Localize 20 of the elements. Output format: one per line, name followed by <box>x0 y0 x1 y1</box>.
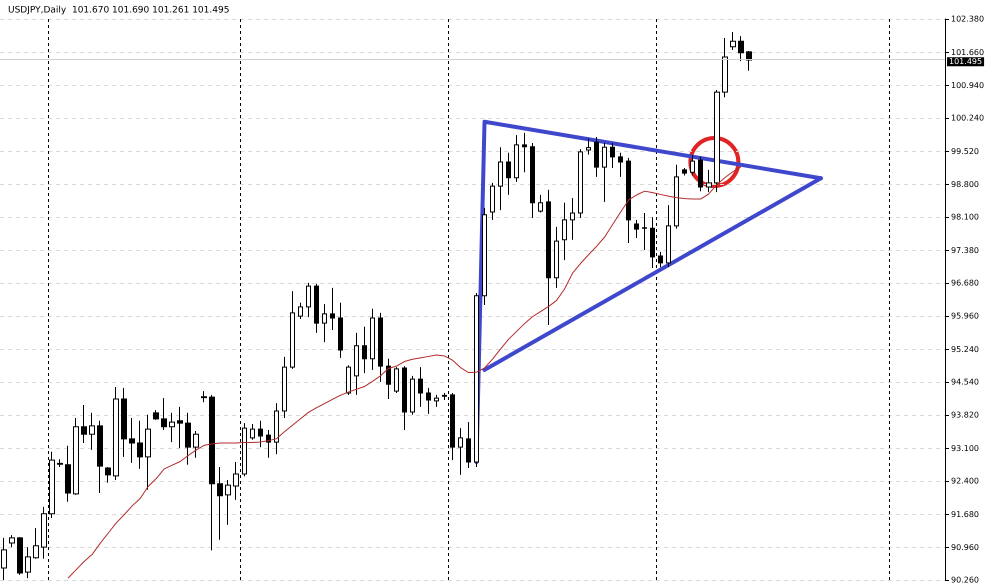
y-tick-label: 100.940 <box>951 81 984 90</box>
y-tick-label: 93.820 <box>951 410 979 420</box>
y-tick-label: 95.960 <box>951 312 979 321</box>
y-tick-label: 93.100 <box>951 444 979 454</box>
y-tick-label: 100.240 <box>951 114 984 123</box>
ref-line-label: 101.495 <box>949 57 982 66</box>
y-tick-label: 96.680 <box>951 278 979 288</box>
y-tick-label: 91.680 <box>951 510 979 519</box>
chart-title: USDJPY,Daily 101.670 101.690 101.261 101.495 <box>8 6 230 16</box>
y-tick-label: 92.400 <box>951 476 979 486</box>
y-tick-label: 97.380 <box>951 246 979 255</box>
y-tick-label: 90.260 <box>951 576 979 584</box>
y-tick-label: 90.960 <box>951 543 979 552</box>
y-tick-label: 94.540 <box>951 377 979 386</box>
y-tick-label: 102.380 <box>951 14 984 24</box>
y-tick-label: 98.800 <box>951 180 979 190</box>
y-tick-label: 101.660 <box>951 48 984 57</box>
y-tick-label: 99.520 <box>951 146 979 156</box>
y-tick-label: 95.240 <box>951 344 979 354</box>
y-tick-label: 98.100 <box>951 212 979 222</box>
